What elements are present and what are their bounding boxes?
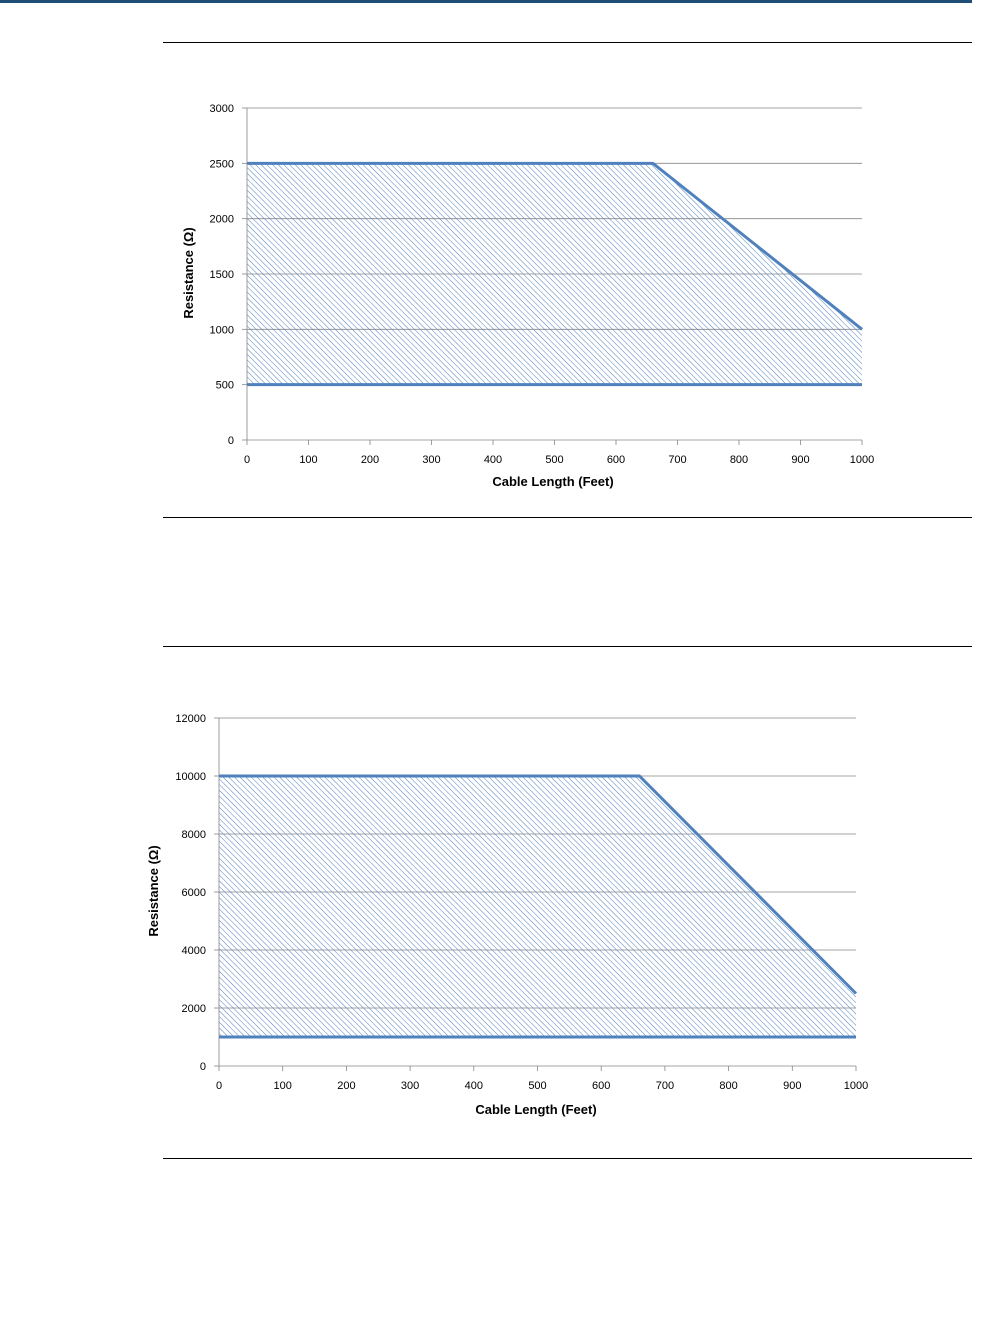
y-tick-label: 6000 (182, 887, 206, 899)
x-tick-label: 600 (592, 1080, 610, 1092)
x-tick-label: 100 (299, 454, 317, 466)
hatched-region (247, 163, 862, 385)
x-axis-title: Cable Length (Feet) (492, 474, 613, 489)
y-tick-label: 0 (228, 435, 234, 447)
y-axis-title: Resistance (Ω) (181, 227, 196, 318)
section-rule (163, 42, 972, 43)
section-rule (163, 517, 972, 518)
y-tick-label: 3000 (210, 103, 234, 115)
y-axis-title: Resistance (Ω) (146, 845, 161, 936)
upper-limit-line (219, 774, 858, 995)
x-tick-label: 1000 (850, 454, 874, 466)
x-tick-label: 800 (719, 1080, 737, 1092)
section-rule (163, 646, 972, 647)
y-tick-label: 10000 (175, 771, 206, 783)
y-tick-label: 1500 (210, 269, 234, 281)
resistance-chart-2: 0 2000 4000 6000 8000 10000 12000 0 100 200 300 400… (146, 713, 868, 1117)
x-tick-label: 500 (545, 454, 563, 466)
x-tick-label: 600 (607, 454, 625, 466)
resistance-chart-1: 0 500 1000 1500 2000 2500 3000 0 100 200 300 400 500… (181, 103, 874, 489)
x-tick-label: 1000 (844, 1080, 868, 1092)
hatched-region (219, 776, 856, 1037)
x-tick-label: 500 (528, 1080, 546, 1092)
x-tick-label: 400 (484, 454, 502, 466)
x-tick-label: 200 (361, 454, 379, 466)
y-tick-label: 2000 (210, 214, 234, 226)
x-tick-label: 400 (465, 1080, 483, 1092)
y-tick-label: 8000 (182, 829, 206, 841)
x-tick-label: 0 (216, 1080, 222, 1092)
upper-limit-line (247, 161, 863, 331)
x-tick-label: 700 (656, 1080, 674, 1092)
x-axis-title: Cable Length (Feet) (475, 1102, 596, 1117)
y-tick-label: 1000 (210, 324, 234, 336)
x-tick-label: 700 (668, 454, 686, 466)
x-tick-label: 300 (401, 1080, 419, 1092)
x-tick-label: 900 (791, 454, 809, 466)
x-tick-label: 0 (244, 454, 250, 466)
x-tick-label: 900 (783, 1080, 801, 1092)
page-header-rule (0, 0, 972, 3)
y-tick-label: 2500 (210, 158, 234, 170)
x-tick-label: 800 (730, 454, 748, 466)
y-tick-label: 0 (200, 1061, 206, 1073)
section-rule (163, 1158, 972, 1159)
x-tick-label: 100 (274, 1080, 292, 1092)
y-tick-label: 500 (216, 380, 234, 392)
x-tick-label: 300 (422, 454, 440, 466)
x-tick-label: 200 (337, 1080, 355, 1092)
y-tick-label: 12000 (175, 713, 206, 725)
y-tick-label: 4000 (182, 945, 206, 957)
y-tick-label: 2000 (182, 1003, 206, 1015)
